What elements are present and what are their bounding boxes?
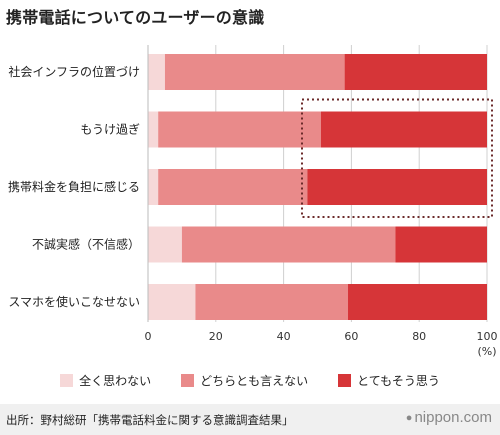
legend-label: どちらとも言えない [200, 374, 309, 388]
legend-item: とてもそう思う [338, 372, 440, 389]
legend-label: とてもそう思う [357, 374, 440, 388]
legend-swatch [60, 374, 74, 387]
bar-segment[interactable] [348, 284, 487, 320]
bar-segment[interactable] [195, 284, 349, 320]
bar-segment[interactable] [148, 169, 159, 205]
bar-segment[interactable] [307, 169, 487, 205]
x-tick-label: 40 [277, 330, 291, 343]
x-tick-label: 60 [344, 330, 358, 343]
legend-swatch [181, 374, 195, 387]
category-label: 不誠実感（不信感） [32, 237, 140, 252]
bar-segment[interactable] [148, 284, 196, 320]
bar-segment[interactable] [344, 54, 487, 90]
bar-segment[interactable] [158, 169, 308, 205]
legend-swatch [338, 374, 352, 387]
highlight-box [301, 98, 493, 218]
x-tick-label: 0 [145, 330, 152, 343]
x-unit-label: (%) [477, 345, 496, 358]
footer: 出所：野村総研「携帯電話料金に関する意識調査結果」 ● nippon.com [0, 404, 500, 435]
bar-segment[interactable] [320, 111, 487, 148]
brand-text: nippon.com [414, 409, 492, 426]
bar-segment[interactable] [148, 54, 165, 90]
legend-label: 全く思わない [79, 374, 152, 388]
x-tick-label: 20 [209, 330, 223, 343]
bar-segment[interactable] [158, 111, 321, 148]
source-text: 出所：野村総研「携帯電話料金に関する意識調査結果」 [6, 413, 294, 427]
bar-segment[interactable] [148, 226, 182, 263]
bar-segment[interactable] [148, 111, 159, 148]
bar-segment[interactable] [181, 226, 396, 263]
x-tick-label: 80 [412, 330, 426, 343]
legend-item: どちらとも言えない [181, 372, 308, 389]
category-label: もうけ過ぎ [80, 123, 140, 137]
category-label: 社会インフラの位置づけ [8, 64, 140, 79]
brand-logo[interactable]: ● nippon.com [406, 409, 492, 426]
x-tick-label: 100 [477, 330, 498, 343]
legend-item: 全く思わない [60, 372, 151, 389]
category-label: 携帯料金を負担に感じる [8, 179, 140, 194]
bar-segment[interactable] [395, 226, 487, 263]
category-label: スマホを使いこなせない [8, 294, 140, 309]
bar-segment[interactable] [164, 54, 345, 90]
dot-icon: ● [405, 412, 413, 424]
legend: 全く思わない どちらとも言えない とてもそう思う [0, 372, 500, 389]
chart-title: 携帯電話についてのユーザーの意識 [6, 8, 265, 27]
